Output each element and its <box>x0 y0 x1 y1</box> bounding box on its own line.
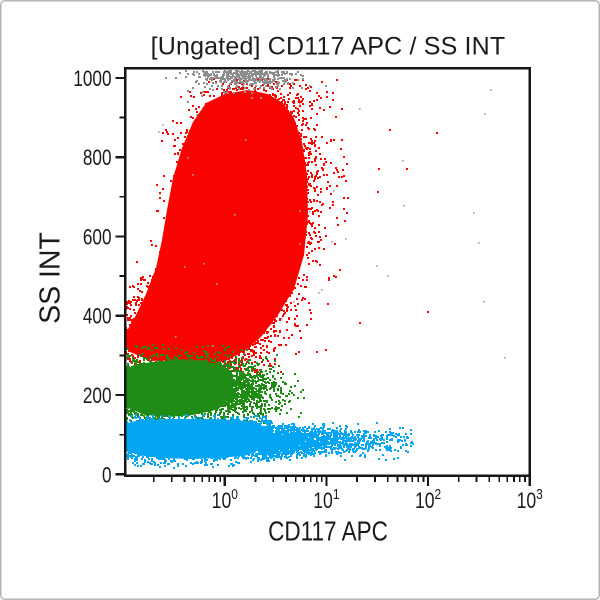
svg-text:SS INT: SS INT <box>35 232 67 324</box>
svg-text:800: 800 <box>83 146 112 171</box>
svg-text:400: 400 <box>83 305 112 330</box>
svg-text:[Ungated] CD117 APC / SS INT: [Ungated] CD117 APC / SS INT <box>151 33 506 61</box>
svg-text:1000: 1000 <box>73 67 111 92</box>
svg-text:600: 600 <box>83 226 112 251</box>
svg-text:102: 102 <box>415 486 441 514</box>
svg-text:CD117 APC: CD117 APC <box>268 516 388 547</box>
svg-text:0: 0 <box>102 463 112 488</box>
svg-text:200: 200 <box>83 384 112 409</box>
